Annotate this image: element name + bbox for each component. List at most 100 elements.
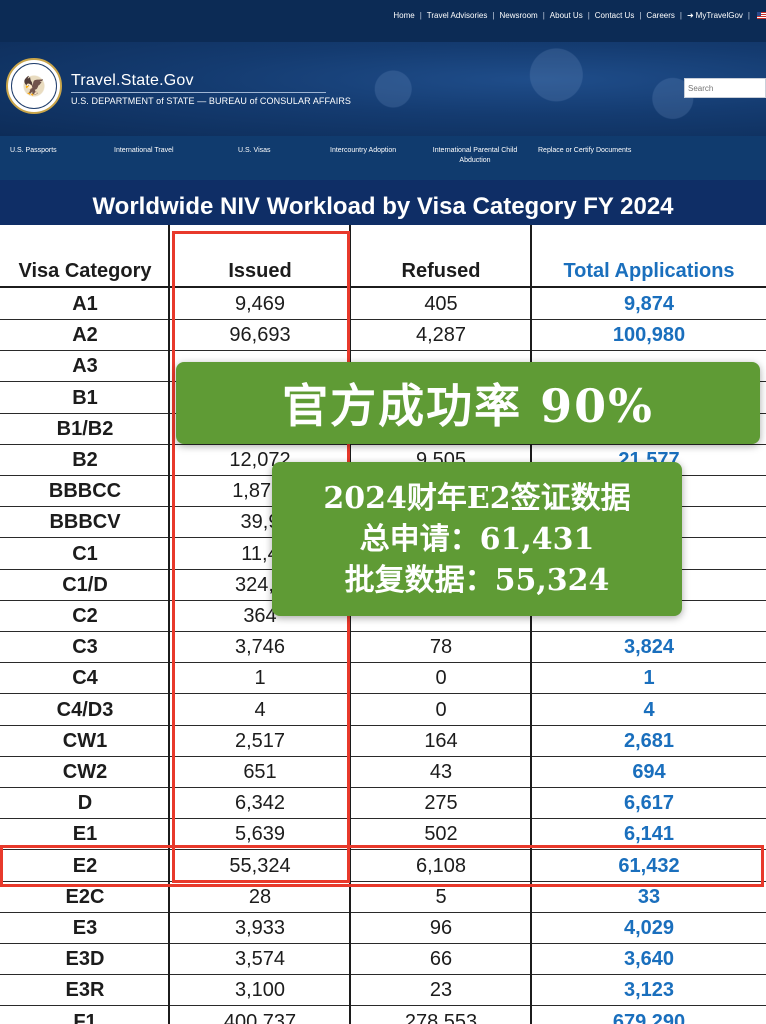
e2-data-box: 2024财年E2签证数据 总申请：61,431 批复数据：55,324 xyxy=(272,462,682,616)
cell-visa-category: A2 xyxy=(72,324,98,347)
cell-issued: 3,100 xyxy=(234,979,286,1002)
table-row: E2 55,324 6,108 61,432 xyxy=(0,851,766,882)
col-header-issued: Issued xyxy=(228,260,292,282)
cell-visa-category: C4 xyxy=(72,667,98,690)
cell-visa-category: C1 xyxy=(72,542,98,565)
cell-visa-category: D xyxy=(77,792,93,815)
cell-issued: 3,746 xyxy=(234,636,286,659)
cell-total-applications: 679,290 xyxy=(612,1010,686,1024)
table-row: C4 1 0 1 xyxy=(0,663,766,695)
utility-links: Home | Travel Advisories | Newsroom | About… xyxy=(393,11,766,20)
cell-visa-category: A1 xyxy=(72,293,98,315)
cell-refused: 278,553 xyxy=(404,1010,478,1024)
link-mytravelgov[interactable]: MyTravelGov xyxy=(695,11,743,20)
cell-visa-category: E2C xyxy=(65,885,105,908)
cell-total-applications: 61,432 xyxy=(618,854,680,877)
column-divider xyxy=(530,225,532,1024)
cell-visa-category: C1/D xyxy=(62,573,108,596)
cell-visa-category: BBBCV xyxy=(49,511,121,534)
col-header-total-applications: Total Applications xyxy=(563,260,735,282)
cell-total-applications: 2,681 xyxy=(623,729,675,752)
cell-visa-category: E3 xyxy=(72,917,98,939)
table-title: Worldwide NIV Workload by Visa Category … xyxy=(92,193,674,220)
cell-issued: 3,574 xyxy=(234,948,286,971)
site-header: 🦅 Travel.State.Gov U.S. DEPARTMENT of ST… xyxy=(0,42,766,136)
cell-issued: 364 xyxy=(243,605,277,627)
cell-visa-category: E3D xyxy=(65,948,105,971)
search-input[interactable] xyxy=(684,78,766,98)
success-rate-text: 官方成功率 90% xyxy=(282,379,654,433)
cell-visa-category: C2 xyxy=(72,605,98,627)
us-flag-icon[interactable] xyxy=(757,12,766,19)
cell-visa-category: BBBCC xyxy=(48,480,122,503)
link-home[interactable]: Home xyxy=(393,11,415,20)
column-divider xyxy=(168,225,170,1024)
cell-refused: 164 xyxy=(424,729,458,752)
cell-issued: 9,469 xyxy=(234,293,286,315)
cell-total-applications: 3,824 xyxy=(623,636,675,659)
cell-refused: 96 xyxy=(429,917,453,939)
cell-refused: 5 xyxy=(435,885,447,908)
cell-visa-category: CW2 xyxy=(62,761,108,783)
table-row: E3 3,933 96 4,029 xyxy=(0,913,766,944)
col-header-refused: Refused xyxy=(401,260,481,282)
table-row: E2C 28 5 33 xyxy=(0,882,766,913)
link-newsroom[interactable]: Newsroom xyxy=(499,11,538,20)
nav-us-visas[interactable]: U.S. Visas xyxy=(238,147,271,154)
cell-refused: 502 xyxy=(424,823,458,846)
table-row: E3R 3,100 23 3,123 xyxy=(0,975,766,1007)
cell-visa-category: B1 xyxy=(72,386,98,409)
cell-issued: 3,933 xyxy=(234,917,286,939)
cell-total-applications: 1 xyxy=(643,667,655,690)
e2-row-highlight xyxy=(0,845,764,887)
nav-parental-child-abduction[interactable]: International Parental Child Abduction xyxy=(432,147,518,164)
table-row: A2 96,693 4,287 100,980 xyxy=(0,320,766,352)
cell-issued: 5,639 xyxy=(234,823,286,846)
table-row: CW2 651 43 694 xyxy=(0,757,766,788)
cell-issued: 4 xyxy=(254,698,266,721)
cell-visa-category: E3R xyxy=(65,979,105,1002)
link-travel-advisories[interactable]: Travel Advisories xyxy=(426,11,488,20)
col-header-visa-category: Visa Category xyxy=(18,260,152,282)
cell-refused: 0 xyxy=(435,667,447,690)
cell-total-applications: 4 xyxy=(643,698,655,721)
table-row: A1 9,469 405 9,874 xyxy=(0,289,766,320)
cell-refused: 4,287 xyxy=(415,324,467,347)
site-subtitle: U.S. DEPARTMENT of STATE — BUREAU of CON… xyxy=(71,96,352,106)
seal-icon[interactable]: 🦅 xyxy=(6,58,62,114)
cell-refused: 0 xyxy=(435,698,447,721)
link-contact-us[interactable]: Contact Us xyxy=(594,11,635,20)
link-careers[interactable]: Careers xyxy=(646,11,675,20)
cell-refused: 275 xyxy=(424,792,458,815)
nav-international-travel[interactable]: International Travel xyxy=(114,147,174,154)
nav-intercountry-adoption[interactable]: Intercountry Adoption xyxy=(330,147,397,154)
cell-total-applications: 6,141 xyxy=(623,823,675,846)
table-header-row: Visa Category Issued Refused Total Appli… xyxy=(0,225,766,288)
nav-replace-certify-documents[interactable]: Replace or Certify Documents xyxy=(538,147,632,154)
cell-issued: 39,9 xyxy=(240,511,280,534)
cell-visa-category: C4/D3 xyxy=(56,698,114,721)
site-title[interactable]: Travel.State.Gov xyxy=(71,72,326,93)
e2-total-applications: 总申请：61,431 xyxy=(359,521,595,557)
cell-issued: 1 xyxy=(254,667,266,690)
main-nav: U.S. Passports International Travel U.S.… xyxy=(0,136,766,180)
cell-issued: 96,693 xyxy=(229,324,291,347)
cell-issued: 6,342 xyxy=(234,792,286,815)
table-row: F1 400,737 278,553 679,290 xyxy=(0,1007,766,1024)
table-row: E1 5,639 502 6,141 xyxy=(0,819,766,851)
cell-issued: 11,4 xyxy=(241,542,279,565)
cell-total-applications: 694 xyxy=(632,761,666,783)
cell-refused: 66 xyxy=(429,948,453,971)
cell-refused: 23 xyxy=(429,979,453,1002)
brand[interactable]: Travel.State.Gov U.S. DEPARTMENT of STAT… xyxy=(71,72,351,106)
link-about-us[interactable]: About Us xyxy=(549,11,583,20)
table-row: E3D 3,574 66 3,640 xyxy=(0,944,766,976)
nav-us-passports[interactable]: U.S. Passports xyxy=(10,147,57,154)
cell-visa-category: E2 xyxy=(72,854,98,877)
cell-visa-category: E1 xyxy=(72,823,98,846)
utility-bar: Home | Travel Advisories | Newsroom | About… xyxy=(0,0,766,42)
cell-issued: 651 xyxy=(243,761,277,783)
cell-visa-category: C3 xyxy=(72,636,98,659)
table-title-bar xyxy=(0,180,766,225)
cell-total-applications: 6,617 xyxy=(623,792,675,815)
